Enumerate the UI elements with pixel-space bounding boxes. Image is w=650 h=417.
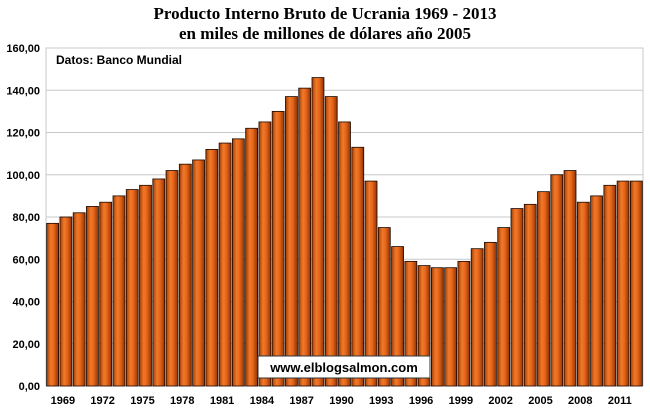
bar-2012 xyxy=(616,180,630,387)
bar-1995 xyxy=(391,246,404,387)
x-axis-ticks: 1969 1972 1975 1978 1981 1984 1987 1990 1993 1996… xyxy=(51,395,632,407)
y-tick-label: 120,00 xyxy=(6,128,40,140)
x-tick-label: 1996 xyxy=(409,395,433,407)
bar-2003 xyxy=(497,227,511,387)
x-tick-label: 1993 xyxy=(369,395,393,407)
bar-1985 xyxy=(258,121,272,387)
bar-1999 xyxy=(444,267,458,387)
bar-1988 xyxy=(298,87,312,387)
bar-1982 xyxy=(218,142,232,387)
bar-1997 xyxy=(417,265,431,387)
chart-title-line-2: en miles de millones de dólares año 2005 xyxy=(179,24,471,43)
x-tick-label: 1981 xyxy=(210,395,234,407)
watermark-label: www.elblogsalmon.com xyxy=(269,360,418,375)
bar-2001 xyxy=(470,248,484,387)
bar-1980 xyxy=(192,159,205,387)
bar-2008 xyxy=(563,170,577,387)
bar-2002 xyxy=(484,241,497,387)
x-tick-label: 1972 xyxy=(90,395,114,407)
bar-1986 xyxy=(271,110,285,387)
bar-1970 xyxy=(59,216,73,387)
bar-1981 xyxy=(205,148,219,387)
bar-1987 xyxy=(285,96,298,387)
bar-2006 xyxy=(537,191,550,387)
x-tick-label: 2002 xyxy=(488,395,512,407)
source-label: Datos: Banco Mundial xyxy=(56,53,182,67)
bar-1979 xyxy=(178,163,192,387)
bar-1991 xyxy=(338,121,351,387)
bar-1977 xyxy=(152,178,166,387)
bar-1971 xyxy=(72,212,86,387)
y-tick-label: 0,00 xyxy=(19,381,40,393)
bar-2005 xyxy=(523,203,537,387)
x-tick-label: 1969 xyxy=(51,395,75,407)
watermark-box: www.elblogsalmon.com xyxy=(257,355,431,379)
bar-2000 xyxy=(457,260,471,387)
bar-2010 xyxy=(590,195,603,387)
bar-1994 xyxy=(377,227,391,387)
y-tick-label: 60,00 xyxy=(12,254,40,266)
bar-1973 xyxy=(99,201,113,387)
bar-1989 xyxy=(311,77,325,387)
bar-2007 xyxy=(550,174,564,387)
bars xyxy=(46,77,643,387)
y-axis-ticks: 0,00 20,00 40,00 60,00 80,00 100,00 120,00 140,… xyxy=(6,43,40,393)
bar-1983 xyxy=(231,138,245,387)
bar-1992 xyxy=(351,146,365,387)
bar-2009 xyxy=(576,201,590,387)
bar-1969 xyxy=(46,222,59,387)
bar-1972 xyxy=(86,206,99,387)
x-tick-label: 2008 xyxy=(568,395,592,407)
bar-2004 xyxy=(510,208,524,387)
y-tick-label: 40,00 xyxy=(12,297,40,309)
bar-2013 xyxy=(630,180,643,387)
bar-2011 xyxy=(603,184,617,387)
bar-1993 xyxy=(364,180,378,387)
x-tick-label: 2011 xyxy=(608,395,632,407)
bar-1996 xyxy=(404,260,418,387)
x-tick-label: 2005 xyxy=(528,395,552,407)
bar-1990 xyxy=(324,96,338,387)
source-box: Datos: Banco Mundial xyxy=(56,53,182,67)
y-tick-label: 140,00 xyxy=(6,85,40,97)
y-tick-label: 20,00 xyxy=(12,339,40,351)
x-tick-label: 1990 xyxy=(329,395,353,407)
y-tick-label: 100,00 xyxy=(6,170,40,182)
x-tick-label: 1978 xyxy=(170,395,194,407)
bar-1974 xyxy=(112,195,126,387)
x-tick-label: 1984 xyxy=(250,395,275,407)
x-tick-label: 1987 xyxy=(289,395,313,407)
bar-1984 xyxy=(245,127,259,387)
bar-1976 xyxy=(139,184,152,387)
y-tick-label: 80,00 xyxy=(12,212,40,224)
bar-1998 xyxy=(430,267,444,387)
y-tick-label: 160,00 xyxy=(6,43,40,55)
chart-title-line-1: Producto Interno Bruto de Ucrania 1969 -… xyxy=(153,4,497,23)
watermark-background xyxy=(257,355,431,379)
x-tick-label: 1975 xyxy=(130,395,154,407)
x-tick-label: 1999 xyxy=(449,395,473,407)
bar-1975 xyxy=(125,189,139,387)
bar-1978 xyxy=(165,170,179,387)
